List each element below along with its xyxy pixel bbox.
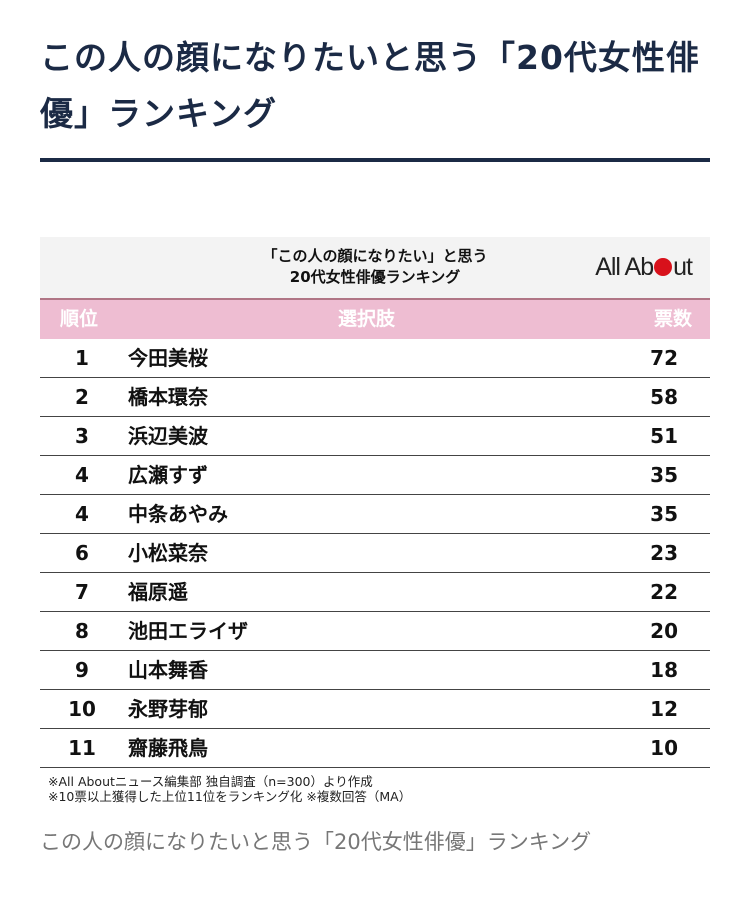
- table-header: 「この人の顔になりたい」と思う 20代女性俳優ランキング All Ab ut: [40, 237, 710, 300]
- votes-cell: 12: [650, 697, 678, 721]
- rank-cell: 4: [75, 502, 89, 526]
- column-rank: 順位: [60, 308, 99, 330]
- rank-cell: 10: [68, 697, 96, 721]
- table-title-line1: 「この人の顔になりたい」と思う: [262, 247, 488, 265]
- note-1: ※All Aboutニュース編集部 独自調査（n=300）より作成: [48, 774, 373, 789]
- table-row: 1 今田美桜 72: [40, 339, 710, 378]
- votes-cell: 51: [650, 424, 678, 448]
- logo-dot-icon: [654, 258, 673, 276]
- votes-cell: 23: [650, 541, 678, 565]
- table-row: 2 橋本環奈 58: [40, 378, 710, 417]
- votes-cell: 72: [650, 346, 678, 370]
- table-row: 9 山本舞香 18: [40, 651, 710, 690]
- divider: [40, 158, 710, 162]
- rank-cell: 8: [75, 619, 89, 643]
- name-cell: 山本舞香: [128, 658, 208, 682]
- rank-cell: 11: [68, 736, 96, 760]
- table-row: 8 池田エライザ 20: [40, 612, 710, 651]
- votes-cell: 10: [650, 736, 678, 760]
- column-choice: 選択肢: [338, 308, 396, 330]
- rank-cell: 3: [75, 424, 89, 448]
- table-row: 10 永野芽郁 12: [40, 690, 710, 729]
- rank-cell: 2: [75, 385, 89, 409]
- note-2: ※10票以上獲得した上位11位をランキング化 ※複数回答（MA）: [48, 789, 412, 804]
- table-row: 3 浜辺美波 51: [40, 417, 710, 456]
- votes-cell: 18: [650, 658, 678, 682]
- votes-cell: 22: [650, 580, 678, 604]
- column-headers: 順位 選択肢 票数: [40, 300, 710, 339]
- name-cell: 福原遥: [128, 580, 188, 604]
- name-cell: 齋藤飛鳥: [128, 736, 208, 760]
- ranking-table: 「この人の顔になりたい」と思う 20代女性俳優ランキング All Ab ut 順位 …: [40, 237, 710, 804]
- image-caption: この人の顔になりたいと思う「20代女性俳優」ランキング: [40, 830, 592, 854]
- votes-cell: 35: [650, 463, 678, 487]
- rank-cell: 7: [75, 580, 89, 604]
- votes-cell: 20: [650, 619, 678, 643]
- allabout-logo: All Ab ut: [595, 253, 693, 281]
- name-cell: 今田美桜: [128, 346, 208, 370]
- name-cell: 永野芽郁: [128, 697, 208, 721]
- table-row: 4 広瀬すず 35: [40, 456, 710, 495]
- table-title-line2: 20代女性俳優ランキング: [289, 268, 461, 286]
- rank-cell: 4: [75, 463, 89, 487]
- name-cell: 橋本環奈: [128, 385, 208, 409]
- rank-cell: 9: [75, 658, 89, 682]
- table-row: 11 齋藤飛鳥 10: [40, 729, 710, 768]
- name-cell: 浜辺美波: [128, 424, 208, 448]
- name-cell: 小松菜奈: [128, 541, 208, 565]
- notes: ※All Aboutニュース編集部 独自調査（n=300）より作成 ※10票以上…: [40, 774, 710, 804]
- name-cell: 中条あやみ: [128, 502, 228, 526]
- name-cell: 池田エライザ: [128, 619, 248, 643]
- table-row: 4 中条あやみ 35: [40, 495, 710, 534]
- rank-cell: 6: [75, 541, 89, 565]
- table-row: 7 福原遥 22: [40, 573, 710, 612]
- page-title: この人の顔になりたいと思う「20代女性俳優」ランキング: [40, 38, 700, 133]
- column-votes: 票数: [653, 308, 692, 330]
- votes-cell: 58: [650, 385, 678, 409]
- rank-cell: 1: [75, 346, 89, 370]
- votes-cell: 35: [650, 502, 678, 526]
- table-row: 6 小松菜奈 23: [40, 534, 710, 573]
- name-cell: 広瀬すず: [128, 463, 208, 487]
